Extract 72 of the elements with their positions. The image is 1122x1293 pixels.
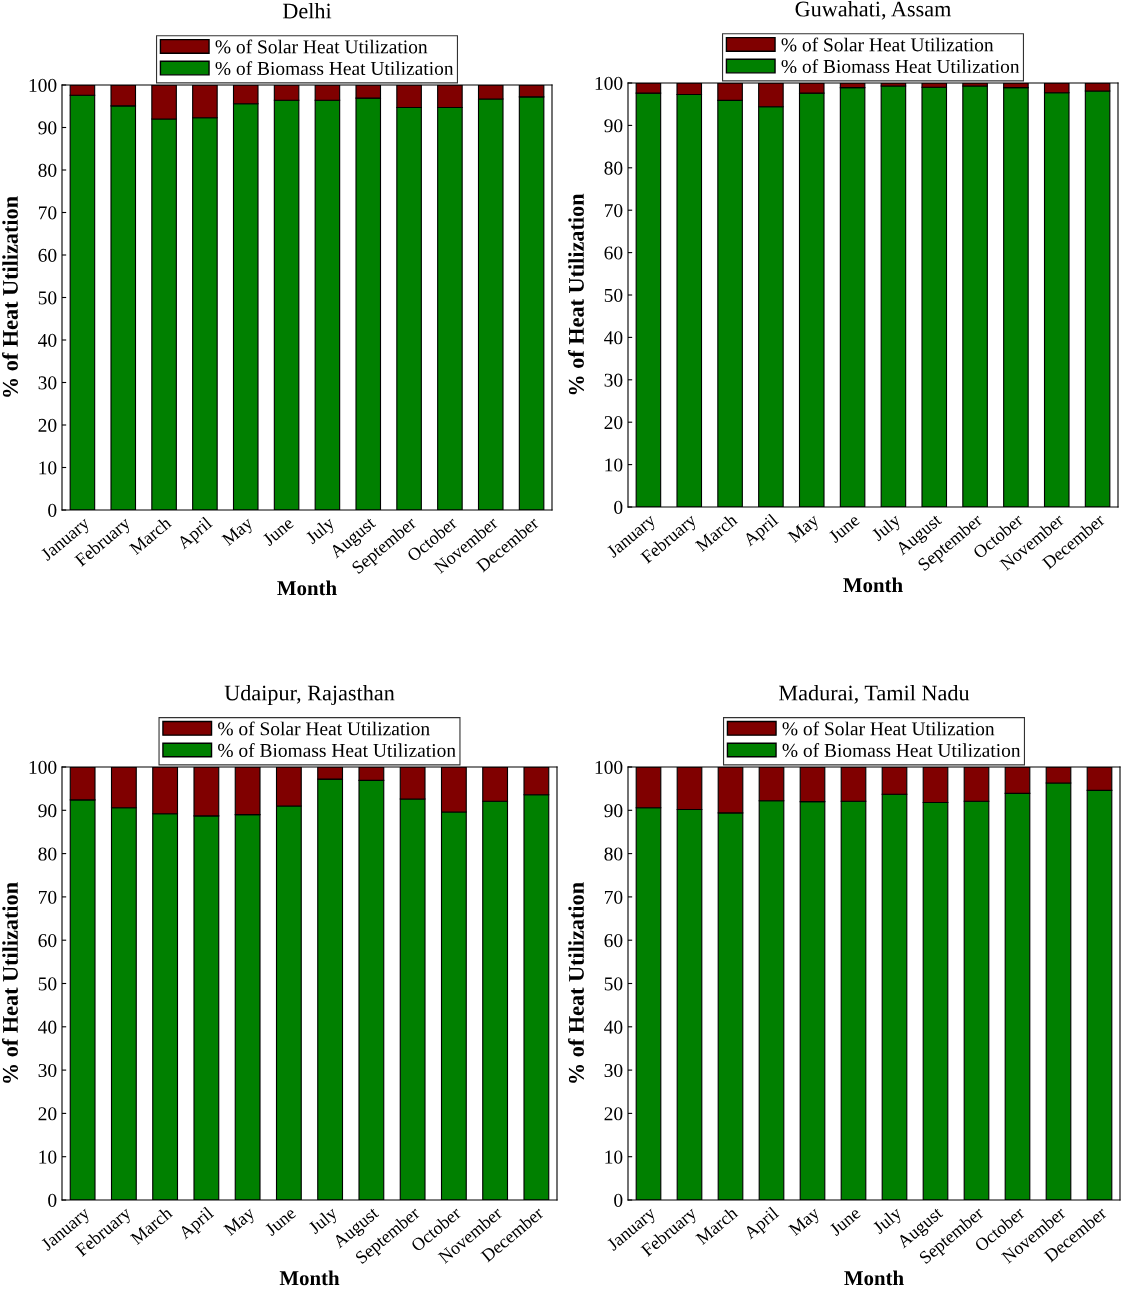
x-axis-title: Month [279,1270,340,1286]
legend-label: % of Biomass Heat Utilization [782,743,1021,758]
y-tick-label: 80 [38,847,57,861]
x-axis-title: Month [844,1270,904,1286]
x-axis-title: Month [277,580,337,596]
legend-label: % of Biomass Heat Utilization [218,743,456,758]
y-tick-label: 30 [604,373,623,387]
y-axis-title: % of Heat Utilization [568,193,584,395]
y-tick-label: 10 [605,1150,623,1164]
y-tick-label: 10 [39,461,57,475]
y-tick-label: 90 [604,804,623,818]
legend-label: % of Solar Heat Utilization [781,37,994,52]
x-tick-label: June [261,516,295,547]
x-tick-label: May [221,516,257,550]
y-tick-label: 70 [38,890,57,904]
y-tick-label: 100 [29,78,57,92]
chart-title: Madurai, Tamil Nadu [779,684,970,704]
y-tick-label: 50 [38,977,57,991]
y-tick-label: 40 [38,1020,57,1034]
y-tick-label: 40 [604,331,623,345]
y-tick-label: 80 [604,161,623,175]
y-tick-label: 50 [604,288,623,302]
y-tick-label: 60 [604,246,623,260]
y-tick-label: 60 [38,934,57,948]
legend-label: % of Biomass Heat Utilization [215,61,454,76]
y-tick-label: 0 [614,500,623,514]
y-tick-label: 30 [38,1063,57,1078]
y-tick-label: 70 [604,890,623,904]
legend-label: % of Biomass Heat Utilization [781,59,1020,74]
y-tick-label: 100 [29,760,57,774]
y-tick-label: 90 [604,119,623,133]
y-tick-label: 90 [38,121,57,135]
x-tick-label: May [787,513,823,547]
y-tick-label: 70 [38,206,57,220]
x-axis-title: Month [843,577,903,593]
y-tick-label: 20 [604,1107,623,1121]
y-tick-label: 70 [604,204,623,218]
y-axis-title: % of Heat Utilization [2,196,18,397]
x-tick-label: June [827,513,861,544]
y-tick-label: 0 [614,1193,623,1207]
y-tick-label: 40 [604,1020,623,1034]
y-tick-label: 10 [605,458,623,472]
y-tick-label: 90 [38,804,57,818]
y-tick-label: 10 [39,1150,57,1164]
y-tick-label: 100 [595,76,623,90]
y-axis-title: % of Heat Utilization [568,882,584,1083]
x-tick-label: June [828,1206,862,1237]
y-tick-label: 50 [604,977,623,991]
y-tick-label: 20 [604,416,623,430]
x-tick-label: June [264,1206,297,1237]
x-tick-label: May [787,1206,823,1240]
x-tick-label: May [223,1206,259,1240]
y-tick-label: 30 [604,1063,623,1078]
chart-title: Delhi [282,2,332,19]
y-tick-label: 80 [604,847,623,861]
y-tick-label: 50 [38,291,57,305]
chart-title: Udaipur, Rajasthan [224,684,395,706]
y-tick-label: 30 [38,376,57,390]
y-tick-label: 20 [38,1107,57,1121]
legend-label: % of Solar Heat Utilization [215,39,428,54]
y-tick-label: 60 [604,934,623,948]
y-tick-label: 80 [38,163,57,177]
y-tick-label: 0 [48,1193,57,1207]
legend-label: % of Solar Heat Utilization [218,721,430,736]
y-axis-title: % of Heat Utilization [2,882,18,1083]
y-tick-label: 60 [38,248,57,262]
legend-label: % of Solar Heat Utilization [782,721,995,736]
chart-title: Guwahati, Assam [795,0,952,20]
y-tick-label: 100 [595,760,623,774]
y-tick-label: 20 [38,418,57,432]
y-tick-label: 40 [38,333,57,347]
y-tick-label: 0 [48,503,57,517]
